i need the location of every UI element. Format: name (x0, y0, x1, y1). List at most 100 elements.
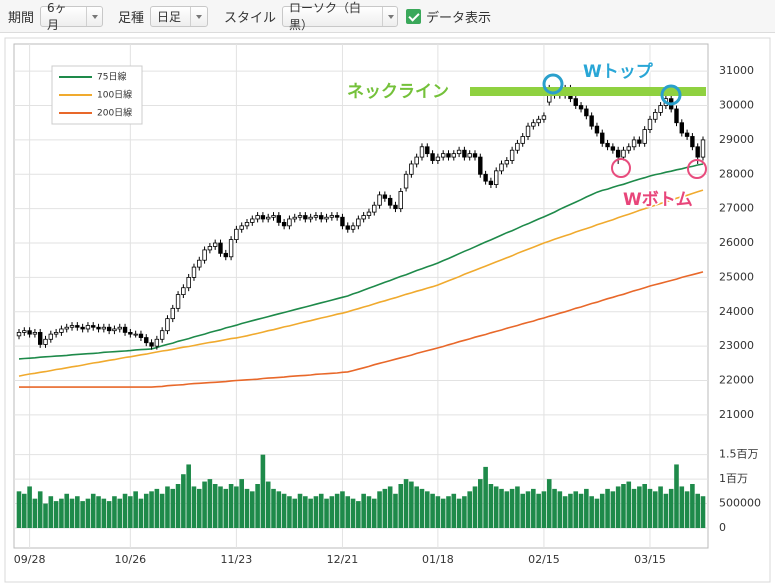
period-select[interactable]: 6ヶ月 (40, 1, 104, 32)
volume-bar (584, 488, 589, 528)
volume-bar (690, 484, 695, 528)
x-tick-label: 11/23 (221, 553, 253, 566)
volume-bar (663, 493, 669, 528)
volume-bar (509, 488, 515, 528)
volume-bar (652, 491, 658, 528)
volume-bar (16, 491, 22, 528)
bar-type-select[interactable]: 日足 (150, 5, 209, 27)
candle-body (361, 215, 366, 220)
volume-bar (631, 488, 637, 528)
candle-body (605, 142, 610, 148)
candle-body (43, 338, 48, 345)
style-select[interactable]: ローソク（白黒） (282, 1, 399, 32)
volume-bar (520, 493, 526, 528)
legend-label: 75日線 (97, 71, 126, 83)
candle-body (467, 153, 472, 158)
candle-body (207, 246, 213, 251)
candle-body (27, 330, 32, 335)
volume-bar (112, 496, 117, 528)
volume-bar (75, 496, 80, 528)
legend-label: 200日線 (97, 107, 132, 119)
volume-bar (552, 488, 557, 528)
neckline-bar (470, 87, 706, 96)
candle-body (531, 122, 536, 127)
volume-bar (96, 496, 101, 528)
period-value: 6ヶ月 (47, 1, 67, 32)
y-tick-label: 31000 (719, 64, 754, 77)
volume-bar (531, 488, 536, 528)
volume-bar (271, 488, 276, 528)
volume-bar (228, 484, 234, 528)
show-data-label[interactable]: データ表示 (426, 10, 492, 26)
volume-bar (244, 488, 250, 528)
volume-bar (239, 479, 244, 528)
volume-bar (361, 493, 366, 528)
volume-bar (483, 466, 488, 528)
show-data-checkbox[interactable] (406, 8, 422, 24)
volume-bar (621, 484, 626, 528)
candle-body (53, 332, 59, 335)
plot: 21000 22000 23000 24000 25000 26000 27000 28000… (13, 43, 761, 566)
volume-bar (260, 454, 266, 528)
candle-body (144, 337, 149, 344)
volume-bar (90, 493, 96, 528)
candle-body (446, 153, 451, 158)
volume-bar (186, 464, 191, 528)
volume-bar (557, 491, 563, 528)
volume-bar (212, 484, 218, 528)
volume-bar (387, 486, 393, 528)
volume-bar (446, 496, 451, 528)
candle-body (48, 333, 54, 340)
candle-body (377, 194, 382, 206)
candle-body (414, 156, 419, 165)
candle-body (600, 132, 605, 144)
candle-body (409, 163, 414, 175)
moving-average-line (18, 163, 704, 360)
w-bottom-label: Wボトム (623, 190, 693, 210)
volume-bar (350, 498, 356, 528)
volume-bar (409, 481, 414, 528)
plot-frame (13, 43, 709, 549)
candle-body (584, 108, 589, 117)
y-tick-label: 28000 (719, 167, 754, 180)
candle-body (271, 215, 276, 218)
candle-body (59, 328, 64, 333)
volume-bar (122, 493, 128, 528)
candle-body (85, 325, 91, 330)
w-top-label: Wトップ (583, 61, 654, 82)
candle-body (117, 326, 122, 330)
volume-bar (589, 496, 594, 528)
candle-body (679, 122, 684, 134)
candle-body (149, 342, 154, 347)
candle-body (112, 328, 117, 332)
x-tick-label: 03/15 (634, 553, 666, 566)
bottom-marker (687, 159, 707, 179)
candle-body (456, 149, 462, 155)
candle-body (138, 333, 144, 338)
period-label: 期間 (8, 10, 35, 26)
volume-bar (637, 486, 642, 528)
candle-body (419, 146, 425, 158)
x-tick-label: 12/21 (327, 553, 359, 566)
candle-body (700, 139, 706, 158)
candle-body (239, 225, 244, 230)
volume-bar (371, 498, 377, 528)
candle-body (525, 125, 531, 137)
x-tick-label: 10/26 (114, 553, 146, 566)
volume-bar (695, 493, 700, 528)
volume-bar (615, 486, 621, 528)
candle-body (234, 228, 239, 240)
candle-body (186, 277, 191, 289)
volume-bar (568, 493, 573, 528)
volume-bar (318, 493, 324, 528)
candle-body (324, 216, 329, 220)
volume-bar (297, 493, 303, 528)
candle-body (647, 118, 653, 130)
candle-body (244, 222, 250, 227)
candle-body (573, 98, 578, 106)
volume-bar (27, 486, 32, 528)
volume-bar (504, 491, 510, 528)
y-tick-label: 26000 (719, 236, 754, 249)
